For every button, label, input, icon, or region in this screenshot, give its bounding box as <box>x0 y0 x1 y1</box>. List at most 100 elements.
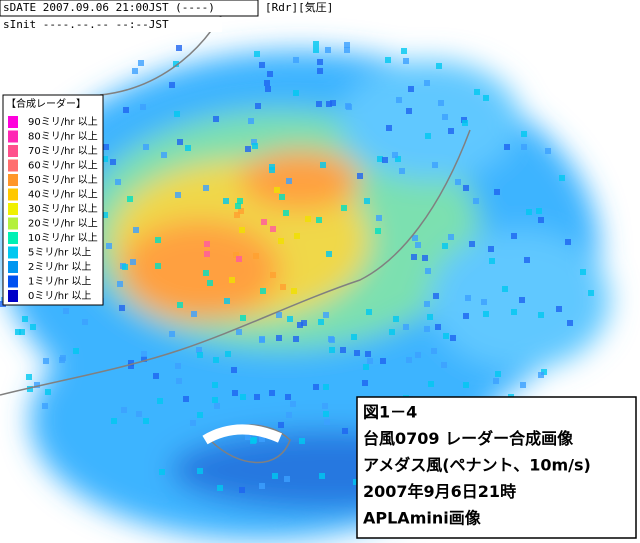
legend-label: 1ミリ/hr 以上 <box>28 276 91 288</box>
echo-pixel <box>276 335 282 341</box>
echo-pixel <box>502 286 508 292</box>
echo-pixel <box>122 264 128 270</box>
echo-pixel <box>432 162 438 168</box>
legend-box <box>2 94 104 306</box>
echo-pixel <box>267 71 273 77</box>
echo-pixel <box>316 101 322 107</box>
echo-pixel <box>588 290 594 296</box>
echo-pixel <box>213 357 219 363</box>
echo-pixel <box>301 320 307 326</box>
legend-swatch <box>8 145 18 157</box>
echo-pixel <box>254 394 260 400</box>
echo-pixel <box>82 319 88 325</box>
echo-pixel <box>22 316 28 322</box>
echo-pixel <box>175 363 181 369</box>
echo-pixel <box>406 108 412 114</box>
echo-pixel <box>367 358 373 364</box>
echo-pixel <box>280 284 286 290</box>
echo-pixel <box>511 309 517 315</box>
echo-pixel <box>284 476 290 482</box>
echo-pixel <box>240 394 246 400</box>
echo-pixel <box>253 253 259 259</box>
echo-pixel <box>326 101 332 107</box>
echo-pixel <box>365 351 371 357</box>
echo-pixel <box>287 316 293 322</box>
echo-pixel <box>294 233 300 239</box>
echo-pixel <box>403 58 409 64</box>
echo-pixel <box>366 309 372 315</box>
echo-pixel <box>415 242 421 248</box>
echo-pixel <box>455 179 461 185</box>
caption-box <box>356 396 637 539</box>
echo-pixel <box>425 268 431 274</box>
legend-label: 40ミリ/hr 以上 <box>28 189 98 201</box>
echo-pixel <box>344 42 350 48</box>
echo-pixel <box>191 311 197 317</box>
echo-pixel <box>283 210 289 216</box>
echo-pixel <box>236 329 242 335</box>
echo-pixel <box>278 422 284 428</box>
legend-swatch <box>8 232 18 244</box>
legend-swatch <box>8 174 18 186</box>
echo-pixel <box>169 331 175 337</box>
echo-pixel <box>293 336 299 342</box>
echo-pixel <box>173 61 179 67</box>
echo-pixel <box>176 378 182 384</box>
legend-swatch <box>8 116 18 128</box>
echo-pixel <box>293 57 299 63</box>
echo-pixel <box>45 389 51 395</box>
legend-label: 30ミリ/hr 以上 <box>28 203 98 215</box>
echo-pixel <box>313 384 319 390</box>
echo-pixel <box>318 319 324 325</box>
legend-label: 10ミリ/hr 以上 <box>28 232 98 244</box>
echo-pixel <box>197 352 203 358</box>
echo-pixel <box>299 438 305 444</box>
legend-swatch <box>8 217 18 230</box>
echo-pixel <box>443 333 449 339</box>
echo-pixel <box>111 418 117 424</box>
echo-pixel <box>190 420 196 426</box>
echo-pixel <box>259 337 265 343</box>
legend-label: 0ミリ/hr 以上 <box>28 290 91 302</box>
echo-pixel <box>465 295 471 301</box>
echo-pixel <box>313 41 319 47</box>
tab-box[interactable] <box>262 0 340 16</box>
echo-pixel <box>556 306 562 312</box>
echo-pixel <box>232 390 238 396</box>
legend-label: 5ミリ/hr 以上 <box>28 247 91 259</box>
echo-pixel <box>73 348 79 354</box>
echo-pixel <box>305 216 311 222</box>
echo-pixel <box>203 270 209 276</box>
echo-pixel <box>212 382 218 388</box>
echo-pixel <box>245 146 251 152</box>
echo-pixel <box>322 403 328 409</box>
echo-pixel <box>117 281 123 287</box>
echo-pixel <box>278 238 284 244</box>
echo-pixel <box>415 352 421 358</box>
echo-pixel <box>174 111 180 117</box>
echo-pixel <box>279 194 285 200</box>
echo-pixel <box>34 382 40 388</box>
echo-pixel <box>380 358 386 364</box>
echo-pixel <box>317 68 323 74</box>
echo-pixel <box>536 208 542 214</box>
echo-pixel <box>214 403 220 409</box>
tabs[interactable]: [Rdr][気圧] <box>265 0 333 14</box>
echo-pixel <box>251 139 257 145</box>
echo-pixel <box>521 131 527 137</box>
echo-pixel <box>344 47 350 53</box>
echo-pixel <box>143 418 149 424</box>
echo-pixel <box>204 251 210 257</box>
echo-pixel <box>319 473 325 479</box>
echo-pixel <box>197 412 203 418</box>
date-text: sDATE 2007.09.06 21:00JST (----) <box>3 1 215 14</box>
echo-pixel <box>511 233 517 239</box>
echo-pixel <box>27 386 33 392</box>
echo-pixel <box>433 293 439 299</box>
echo-pixel <box>43 358 49 364</box>
echo-pixel <box>185 145 191 151</box>
echo-pixel <box>231 367 237 373</box>
echo-pixel <box>254 51 260 57</box>
